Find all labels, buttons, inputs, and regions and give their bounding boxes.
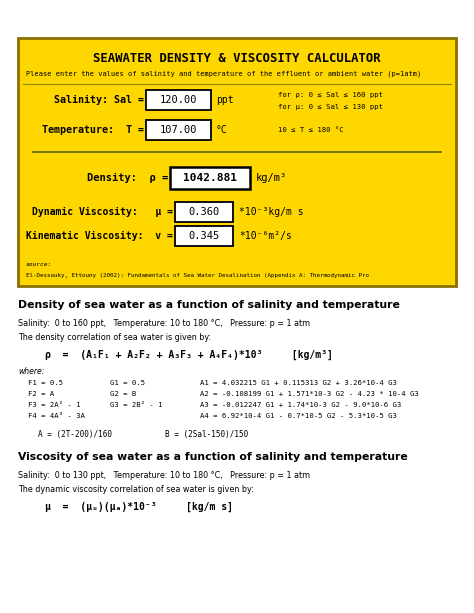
Text: Temperature:  T =: Temperature: T =	[42, 125, 144, 135]
Text: 120.00: 120.00	[159, 95, 197, 105]
Text: Dynamic Viscosity:   μ =: Dynamic Viscosity: μ =	[32, 207, 173, 217]
Text: Please enter the values of salinity and temperature of the effluent or ambient w: Please enter the values of salinity and …	[26, 70, 421, 77]
Text: ρ  =  (A₁F₁ + A₂F₂ + A₃F₃ + A₄F₄)*10³     [kg/m³]: ρ = (A₁F₁ + A₂F₂ + A₃F₃ + A₄F₄)*10³ [kg/…	[45, 350, 333, 360]
Text: A4 = 6.92*10-4 G1 - 0.7*10-5 G2 - 5.3*10-5 G3: A4 = 6.92*10-4 G1 - 0.7*10-5 G2 - 5.3*10…	[200, 413, 397, 419]
Text: source:: source:	[26, 262, 52, 267]
Text: A = (2T-200)/160: A = (2T-200)/160	[38, 430, 112, 440]
Text: 1042.881: 1042.881	[183, 173, 237, 183]
Text: Salinity:  0 to 130 ppt,   Temperature: 10 to 180 °C,   Pressure: p = 1 atm: Salinity: 0 to 130 ppt, Temperature: 10 …	[18, 471, 310, 479]
Text: F1 = 0.5: F1 = 0.5	[28, 380, 63, 386]
Text: °C: °C	[216, 125, 228, 135]
Text: A2 = -0.108199 G1 + 1.571*10-3 G2 - 4.23 * 10-4 G3: A2 = -0.108199 G1 + 1.571*10-3 G2 - 4.23…	[200, 391, 419, 397]
Text: μ  =  (μᵤ)(μₐ)*10⁻³     [kg/m s]: μ = (μᵤ)(μₐ)*10⁻³ [kg/m s]	[45, 502, 233, 512]
Text: F4 = 4A³ - 3A: F4 = 4A³ - 3A	[28, 413, 85, 419]
Text: B = (2Sal-150)/150: B = (2Sal-150)/150	[165, 430, 248, 440]
Text: F3 = 2A² - 1: F3 = 2A² - 1	[28, 402, 81, 408]
Text: G3 = 2B² - 1: G3 = 2B² - 1	[110, 402, 163, 408]
Text: A1 = 4.032215 G1 + 0.115313 G2 + 3.26*10-4 G3: A1 = 4.032215 G1 + 0.115313 G2 + 3.26*10…	[200, 380, 397, 386]
Text: Salinity: Sal =: Salinity: Sal =	[54, 95, 144, 105]
Text: ppt: ppt	[216, 95, 234, 105]
Text: SEAWATER DENSITY & VISCOSITY CALCULATOR: SEAWATER DENSITY & VISCOSITY CALCULATOR	[93, 51, 381, 64]
Text: El-Dessouky, Ettouny (2002): Fundamentals of Sea Water Desalination (Appendix A:: El-Dessouky, Ettouny (2002): Fundamental…	[26, 273, 369, 278]
Text: The dynamic viscosity correlation of sea water is given by:: The dynamic viscosity correlation of sea…	[18, 484, 254, 493]
Text: kg/m³: kg/m³	[256, 173, 287, 183]
Text: 107.00: 107.00	[159, 125, 197, 135]
FancyBboxPatch shape	[175, 226, 233, 246]
FancyBboxPatch shape	[146, 120, 211, 140]
Text: Salinity:  0 to 160 ppt,   Temperature: 10 to 180 °C,   Pressure: p = 1 atm: Salinity: 0 to 160 ppt, Temperature: 10 …	[18, 319, 310, 327]
Text: 0.345: 0.345	[188, 231, 219, 241]
Text: G2 = B: G2 = B	[110, 391, 136, 397]
Text: The density correlation of sea water is given by:: The density correlation of sea water is …	[18, 332, 211, 341]
Text: 0.360: 0.360	[188, 207, 219, 217]
Text: for ρ: 0 ≤ Sal ≤ 160 ppt: for ρ: 0 ≤ Sal ≤ 160 ppt	[278, 92, 383, 98]
Text: A3 = -0.012247 G1 + 1.74*10-3 G2 - 9.0*10-6 G3: A3 = -0.012247 G1 + 1.74*10-3 G2 - 9.0*1…	[200, 402, 401, 408]
FancyBboxPatch shape	[146, 90, 211, 110]
Text: for μ: 0 ≤ Sal ≤ 130 ppt: for μ: 0 ≤ Sal ≤ 130 ppt	[278, 104, 383, 110]
Text: Density of sea water as a function of salinity and temperature: Density of sea water as a function of sa…	[18, 300, 400, 310]
Text: Kinematic Viscosity:  v =: Kinematic Viscosity: v =	[26, 231, 173, 241]
Text: Density:  ρ =: Density: ρ =	[87, 173, 168, 183]
Text: where:: where:	[18, 367, 45, 376]
Text: F2 = A: F2 = A	[28, 391, 54, 397]
Text: *10⁻³kg/m s: *10⁻³kg/m s	[239, 207, 304, 217]
FancyBboxPatch shape	[170, 167, 250, 189]
Text: Viscosity of sea water as a function of salinity and temperature: Viscosity of sea water as a function of …	[18, 452, 408, 462]
FancyBboxPatch shape	[175, 202, 233, 222]
FancyBboxPatch shape	[18, 38, 456, 286]
Text: G1 = 0.5: G1 = 0.5	[110, 380, 145, 386]
Text: *10⁻⁶m²/s: *10⁻⁶m²/s	[239, 231, 292, 241]
Text: 10 ≤ T ≤ 180 °C: 10 ≤ T ≤ 180 °C	[278, 127, 344, 133]
